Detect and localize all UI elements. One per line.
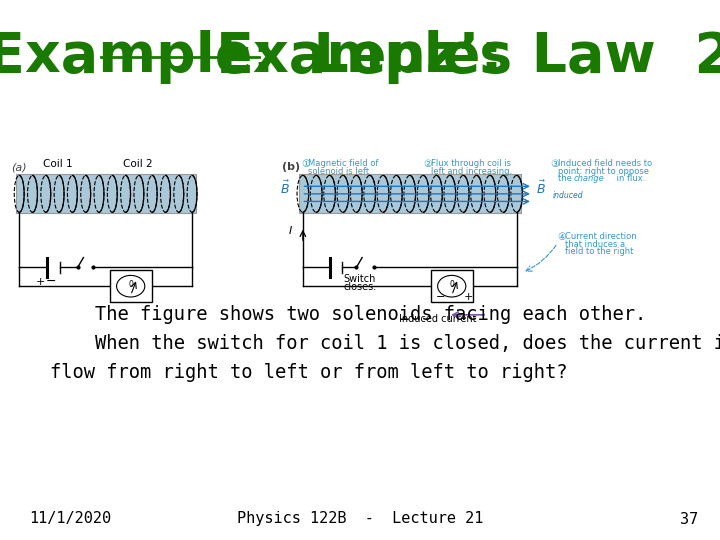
Text: point: right to oppose: point: right to oppose [557,167,649,176]
FancyBboxPatch shape [299,174,521,213]
Text: Induced field needs to: Induced field needs to [557,159,652,168]
Text: +: + [464,292,473,302]
Text: 0: 0 [128,280,133,289]
Text: Example:  Lenz’s Law  2: Example: Lenz’s Law 2 [0,30,720,84]
Text: solenoid is left: solenoid is left [308,167,369,176]
Text: The figure shows two solenoids facing each other.
    When the switch for coil 1: The figure shows two solenoids facing ea… [50,305,720,382]
Text: $\vec{B}$: $\vec{B}$ [536,180,546,197]
FancyBboxPatch shape [109,270,152,302]
Text: 11/1/2020: 11/1/2020 [29,511,111,526]
Text: Flux through coil is: Flux through coil is [431,159,510,168]
Text: −: − [45,274,56,288]
Text: Physics 122B  -  Lecture 21: Physics 122B - Lecture 21 [237,511,483,526]
Text: in flux.: in flux. [614,174,645,184]
Text: field to the right: field to the right [564,247,633,256]
Text: ④: ④ [557,232,567,242]
Text: that induces a: that induces a [564,240,625,249]
Text: Coil 2: Coil 2 [123,159,153,170]
Text: Coil 1: Coil 1 [43,159,73,170]
Text: Example:: Example: [216,30,504,84]
Text: (a): (a) [11,162,27,172]
FancyBboxPatch shape [16,174,196,213]
Text: Current direction: Current direction [564,232,636,241]
Text: left and increasing.: left and increasing. [431,167,512,176]
Text: the: the [557,174,574,184]
Text: −: − [436,292,445,302]
Text: ③: ③ [551,159,559,170]
Text: Magnetic field of: Magnetic field of [308,159,379,168]
Text: 0: 0 [449,280,454,289]
Text: (b): (b) [282,162,300,172]
Text: 37: 37 [680,511,698,526]
FancyBboxPatch shape [431,270,473,302]
Text: Induced current: Induced current [399,314,477,325]
Text: change: change [574,174,605,184]
Text: induced: induced [553,191,583,200]
Text: ②: ② [423,159,432,170]
Text: closes.: closes. [343,282,377,292]
Text: I: I [289,226,292,236]
Text: Switch: Switch [344,274,376,285]
Text: +: + [36,276,45,287]
Text: $\vec{B}$: $\vec{B}$ [279,180,289,197]
Text: ①: ① [302,159,310,170]
